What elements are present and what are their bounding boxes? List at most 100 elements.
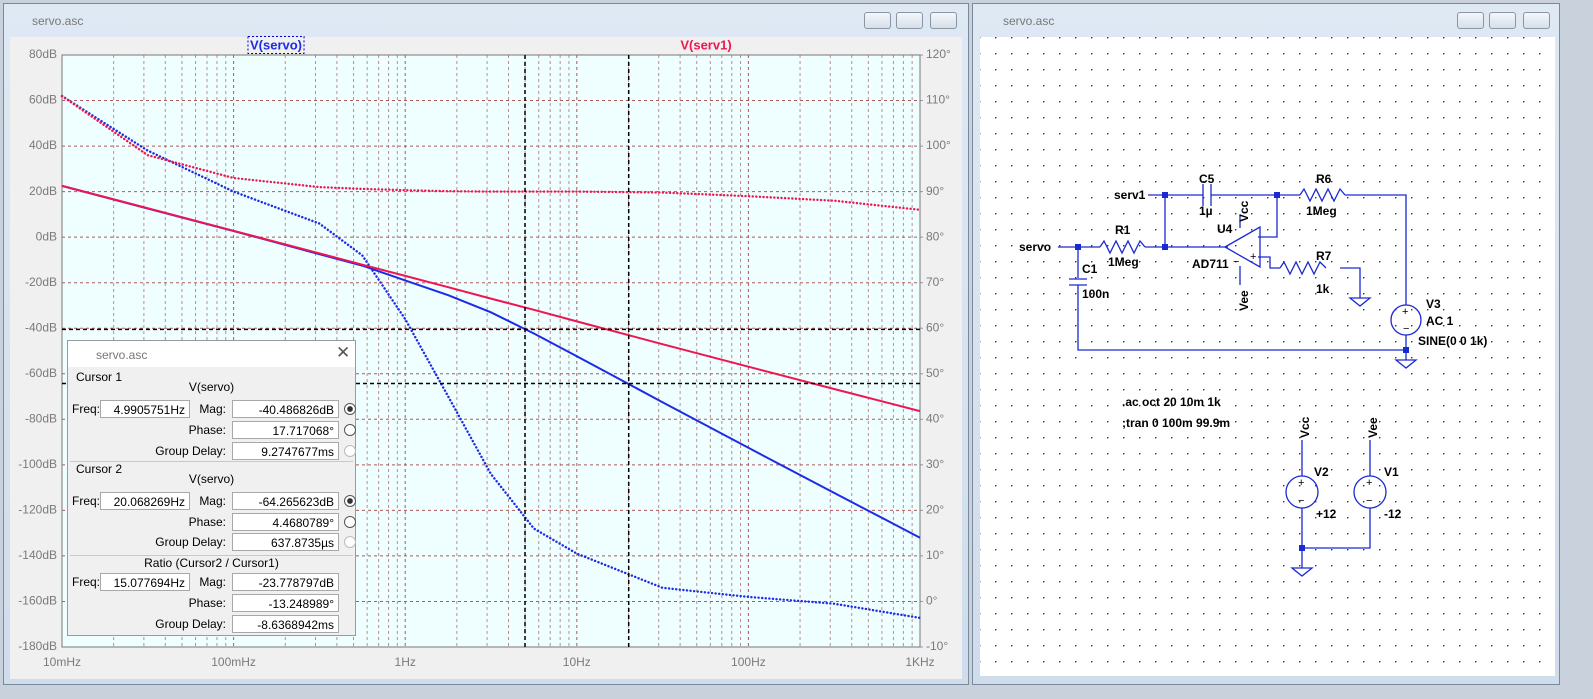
y2-tick-label: 70° — [926, 275, 944, 289]
field-value: -8.6368942ms — [232, 615, 339, 633]
net-label: Vcc — [1237, 200, 1251, 222]
field-label: Freq: — [72, 575, 101, 589]
part-value: SINE(0 0 1k) — [1418, 334, 1487, 348]
net-label: Vee — [1366, 417, 1380, 438]
field-label: Mag: — [199, 494, 226, 508]
trace-name: V(servo) — [188, 380, 235, 394]
y-tick-label: -40dB — [25, 320, 57, 334]
x-tick-label: 100Hz — [731, 655, 766, 669]
spice-directive: ;tran 0 100m 99.9m — [1122, 416, 1230, 430]
spice-directive: .ac oct 20 10m 1k — [1122, 395, 1221, 409]
window-title: servo.asc — [1003, 14, 1055, 28]
field-value: -40.486826dB — [232, 400, 339, 418]
part-label: U4 — [1217, 222, 1233, 236]
field-label: Group Delay: — [155, 535, 226, 549]
y2-tick-label: 40° — [926, 411, 944, 425]
x-tick-label: 100mHz — [211, 655, 256, 669]
y-tick-label: 40dB — [29, 138, 57, 152]
part-label: V1 — [1384, 465, 1399, 479]
part-label: R7 — [1316, 249, 1332, 263]
field-value: -64.265623dB — [232, 492, 339, 510]
radio-button[interactable] — [344, 536, 356, 548]
y-tick-label: -140dB — [18, 548, 57, 562]
svg-text:−: − — [1403, 323, 1409, 335]
y2-tick-label: 100° — [926, 138, 951, 152]
cursor-dialog: servo.asc ✕ Cursor 1 V(servo) Freq: 4.99057… — [67, 340, 356, 636]
radio-button[interactable] — [344, 445, 356, 457]
part-value: 100n — [1082, 287, 1109, 301]
y2-tick-label: 30° — [926, 457, 944, 471]
dialog-title: servo.asc — [96, 348, 148, 362]
y2-tick-label: 120° — [926, 47, 951, 61]
y-tick-label: -20dB — [25, 275, 57, 289]
y-tick-label: -120dB — [18, 503, 57, 517]
y-tick-label: 0dB — [36, 229, 57, 243]
y-tick-label: -60dB — [25, 366, 57, 380]
pin-signs: +−+−+−+− — [1233, 251, 1409, 507]
y2-tick-label: 80° — [926, 229, 944, 243]
field-value: 637.8735µs — [232, 533, 339, 551]
restore-button[interactable] — [1489, 12, 1516, 29]
phase-line — [60, 94, 922, 211]
field-label: Freq: — [72, 402, 101, 416]
dialog-close[interactable]: ✕ — [336, 343, 351, 362]
part-value: AC 1 — [1426, 314, 1454, 328]
part-label: C1 — [1082, 262, 1098, 276]
restore-button[interactable] — [896, 12, 923, 29]
minimize-button[interactable] — [1457, 12, 1484, 29]
y2-tick-label: 50° — [926, 366, 944, 380]
section-heading: Ratio (Cursor2 / Cursor1) — [144, 556, 279, 570]
y2-tick-label: 10° — [926, 548, 944, 562]
trace-name: V(servo) — [188, 472, 235, 486]
svg-text:+: + — [1366, 477, 1372, 489]
field-value box: 20.068269Hz — [100, 492, 190, 510]
field-value box: 4.9905751Hz — [100, 400, 190, 418]
minimize-button[interactable] — [864, 12, 891, 29]
part-label: V2 — [1314, 465, 1329, 479]
section-heading: Cursor 1 — [76, 370, 123, 384]
field-label: Phase: — [188, 515, 226, 529]
section-heading: Cursor 2 — [76, 462, 123, 476]
radio-button[interactable] — [344, 424, 356, 436]
field-value: -13.248989° — [232, 594, 339, 612]
field-label: Freq: — [72, 494, 101, 508]
part-label: R1 — [1115, 223, 1131, 237]
y2-tick-label: 0° — [926, 594, 938, 608]
y-tick-label: 20dB — [29, 184, 57, 198]
x-tick-label: 1Hz — [395, 655, 416, 669]
part-value: 1Meg — [1108, 255, 1139, 269]
svg-text:−: − — [1366, 495, 1372, 507]
field-label: Mag: — [199, 575, 226, 589]
schematic: +−+−+−+− serv1 C5 1µ R6 1Meg Vcc U4 serv… — [980, 37, 1555, 676]
radio-button[interactable] — [344, 495, 356, 507]
x-tick-label: 10mHz — [43, 655, 81, 669]
close-button[interactable] — [930, 12, 957, 29]
field-label: Mag: — [199, 402, 226, 416]
svg-text:+: + — [1298, 477, 1304, 489]
radio-button[interactable] — [344, 516, 356, 528]
radio-button[interactable] — [344, 403, 356, 415]
y-tick-label: 80dB — [29, 47, 57, 61]
part-value: 1µ — [1199, 204, 1213, 218]
legend-entry[interactable]: V(servo) — [250, 37, 302, 52]
y2-tick-label: -10° — [926, 639, 948, 653]
part-value: 1Meg — [1306, 204, 1337, 218]
field-label: Phase: — [188, 596, 226, 610]
y-tick-label: -180dB — [18, 639, 57, 653]
y-tick-label: -160dB — [18, 594, 57, 608]
net-label: Vee — [1237, 290, 1251, 311]
close-button[interactable] — [1523, 12, 1550, 29]
field-value: 9.2747677ms — [232, 442, 339, 460]
net-label: serv1 — [1114, 188, 1146, 202]
separator — [70, 461, 353, 462]
field-value: -23.778797dB — [232, 573, 339, 591]
junctions — [1075, 192, 1409, 551]
svg-text:−: − — [1298, 495, 1304, 507]
part-value: 1k — [1316, 282, 1330, 296]
field-label: Group Delay: — [155, 444, 226, 458]
part-label: C5 — [1199, 172, 1215, 186]
svg-text:+: + — [1402, 306, 1408, 318]
net-label: servo — [1019, 240, 1051, 254]
separator — [70, 555, 353, 556]
legend-entry[interactable]: V(serv1) — [680, 37, 731, 52]
